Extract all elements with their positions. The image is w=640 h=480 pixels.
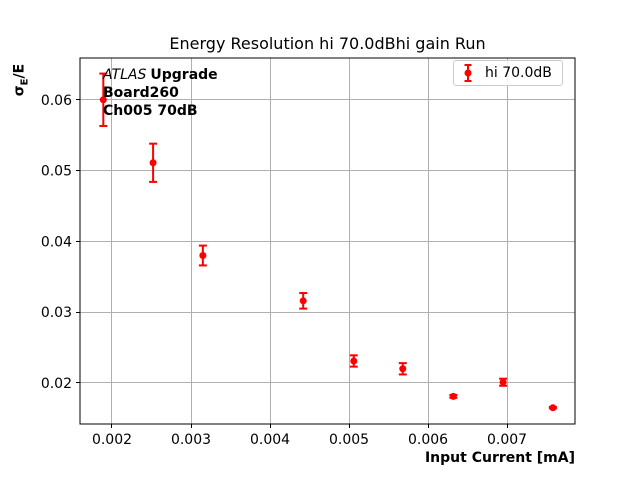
data-point	[449, 392, 457, 400]
y-tick-label: 0.02	[41, 376, 72, 392]
data-point	[399, 365, 407, 373]
data-point	[499, 378, 507, 386]
plot-border	[79, 57, 576, 425]
data-point	[549, 404, 557, 412]
x-tick-label: 0.007	[487, 432, 527, 448]
x-tick-label: 0.006	[408, 432, 448, 448]
y-tick-label: 0.06	[41, 93, 72, 109]
x-tick-label: 0.005	[329, 432, 369, 448]
data-point	[149, 159, 157, 167]
x-axis-label: Input Current [mA]	[424, 450, 575, 466]
plot-annotation: ATLAS Upgrade Board260 Ch005 70dB	[103, 66, 218, 120]
annotation-line-1: ATLAS Upgrade	[103, 66, 218, 84]
annotation-line-3: Ch005 70dB	[103, 103, 198, 119]
data-point	[99, 96, 107, 104]
errorbar-marker-icon	[464, 64, 472, 82]
annotation-upgrade: Upgrade	[150, 67, 218, 83]
data-point	[299, 297, 307, 305]
chart-title: Energy Resolution hi 70.0dBhi gain Run	[169, 34, 486, 53]
legend: hi 70.0dB	[453, 60, 563, 86]
y-tick-label: 0.04	[41, 234, 72, 250]
data-point	[350, 357, 358, 365]
data-point	[199, 252, 207, 260]
annotation-line-2: Board260	[103, 85, 179, 101]
y-tick-label: 0.05	[41, 164, 72, 180]
x-tick-label: 0.004	[250, 432, 290, 448]
annotation-experiment: ATLAS	[103, 67, 147, 83]
legend-label: hi 70.0dB	[485, 65, 552, 81]
x-tick-label: 0.002	[92, 432, 132, 448]
x-tick-label: 0.003	[171, 432, 211, 448]
y-tick-label: 0.03	[41, 305, 72, 321]
